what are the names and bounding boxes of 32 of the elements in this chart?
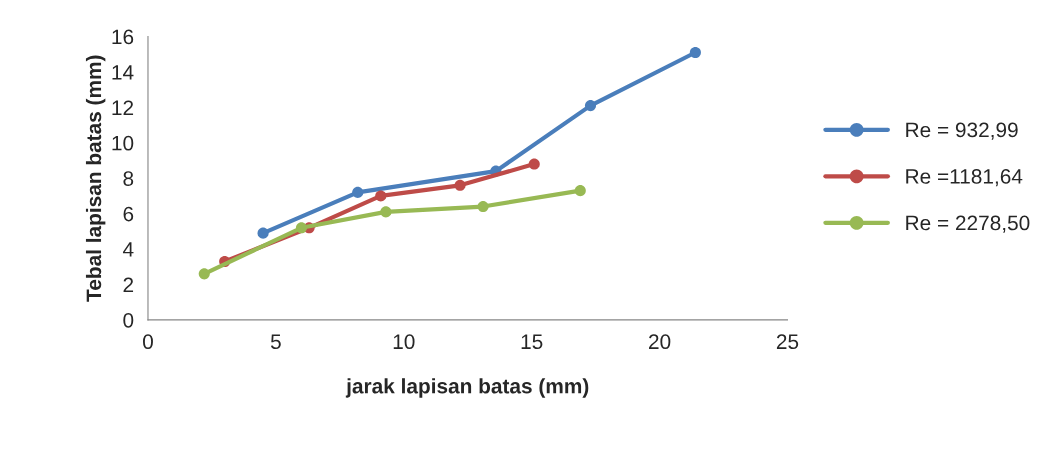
x-tick-label: 10	[393, 334, 415, 350]
y-tick-label: 14	[112, 65, 134, 80]
x-tick-label: 0	[143, 334, 153, 350]
point	[454, 179, 466, 191]
legend-label: Re = 2278,50	[906, 215, 1030, 233]
x-tick-label: 5	[270, 334, 281, 350]
y-tick-label: 6	[123, 206, 134, 222]
point	[528, 158, 540, 170]
y-tick-label: 4	[122, 242, 134, 257]
x-axis-title: jarak lapisan batas (mm)	[345, 378, 589, 398]
y-tick-label: 8	[123, 171, 134, 186]
y-axis-title: Tebal lapisan batas (mm)	[85, 55, 106, 302]
x-tick-label: 20	[649, 334, 671, 350]
point	[380, 206, 392, 218]
y-tick-label: 12	[112, 100, 134, 115]
point	[477, 201, 489, 213]
x-tick-label: 15	[521, 334, 543, 350]
y-tick-label: 16	[112, 29, 134, 45]
legend-label: Re = 932,99	[906, 122, 1018, 140]
y-tick-label: 10	[112, 135, 134, 151]
point	[689, 46, 701, 59]
point	[257, 227, 269, 239]
x-tick-label: 25	[776, 334, 799, 350]
y-tick-label: 2	[123, 277, 134, 293]
y-tick-label: 0	[123, 312, 134, 328]
point	[352, 186, 364, 198]
point	[295, 222, 308, 234]
point	[198, 268, 210, 280]
point	[574, 185, 586, 197]
point	[375, 190, 387, 202]
point	[584, 100, 597, 112]
legend-label: Re =1181,64	[906, 169, 1023, 187]
